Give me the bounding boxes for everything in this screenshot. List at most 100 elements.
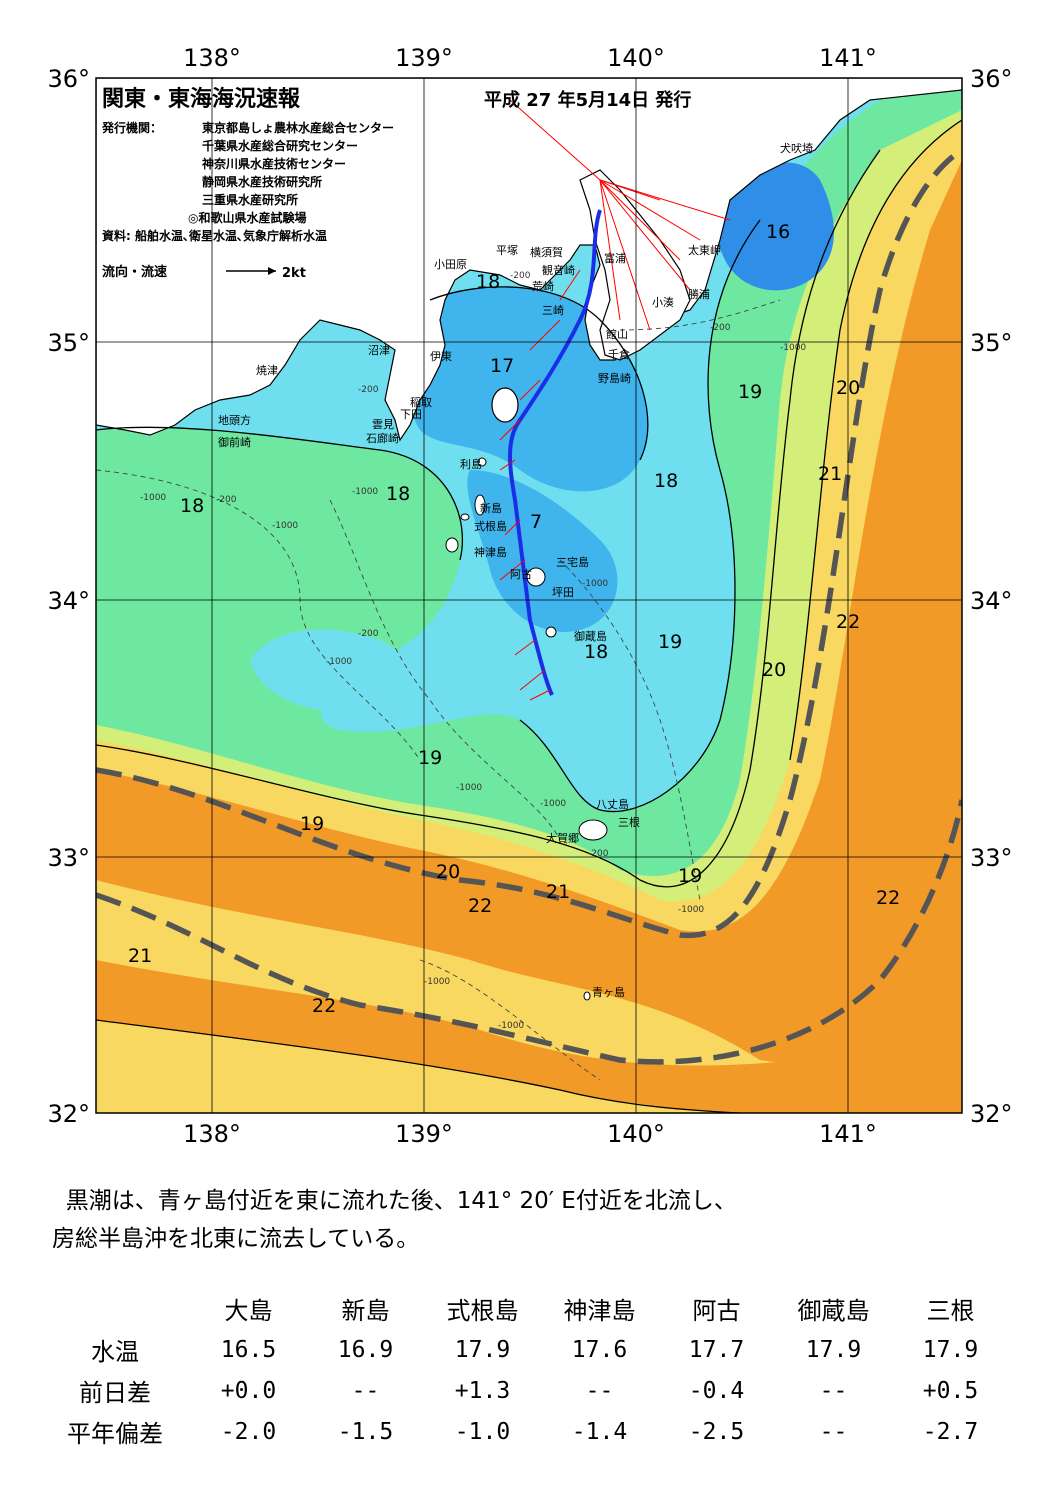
depth-label-1000: -1000: [326, 657, 352, 667]
table-cell: -1.0: [454, 1418, 511, 1445]
place-aogashima: 青ヶ島: [592, 985, 625, 999]
table-cell: -0.4: [688, 1377, 745, 1404]
data-source: 資料: 船舶水温､衛星水温､気象庁解析水温: [102, 228, 327, 243]
lat-label-35-right: 35°: [970, 329, 1013, 357]
isotherm-label-20: 20: [762, 659, 786, 681]
place-tomiura: 富浦: [604, 251, 626, 265]
table-cell: +0.5: [922, 1377, 979, 1404]
island-oshima: [491, 387, 519, 423]
table-cell: --: [351, 1377, 380, 1404]
row-label: 平年偏差: [67, 1420, 163, 1448]
isotherm-label-7: 7: [530, 511, 542, 533]
table-cell: 16.9: [337, 1336, 394, 1363]
lat-label-34-right: 34°: [970, 587, 1013, 615]
place-tateyama: 館山: [606, 327, 628, 341]
place-kozushima: 神津島: [474, 545, 507, 559]
current-legend-scale: 2kt: [282, 266, 306, 281]
isotherm-label-18: 18: [180, 495, 204, 517]
summary-line-1: 黒潮は、青ヶ島付近を東に流れた後、141° 20′ E付近を北流し、: [65, 1188, 737, 1214]
depth-label-200: -200: [710, 323, 731, 333]
table-header-row: 大島 新島 式根島 神津島 阿古 御蔵島 三根: [40, 1288, 1009, 1329]
isotherm-label-21: 21: [128, 945, 152, 967]
place-mitsune: 三根: [618, 815, 640, 829]
table-cell: 16.5: [220, 1336, 277, 1363]
table-row: 水温 16.5 16.9 17.9 17.6 17.7 17.9 17.9: [40, 1329, 1009, 1370]
isotherm-lines: [96, 119, 962, 1113]
depth-label-200: -200: [510, 271, 531, 281]
lon-label-141: 141°: [819, 44, 877, 72]
lon-label-138-bottom: 138°: [183, 1120, 241, 1148]
place-toshima: 利島: [460, 457, 482, 471]
depth-label-1000: -1000: [540, 799, 566, 809]
current-legend-arrowhead: [268, 267, 276, 275]
publisher-4: 静岡県水産技術研究所: [202, 174, 322, 189]
table-cell: 17.9: [805, 1336, 862, 1363]
depth-label-1000: -1000: [272, 521, 298, 531]
table-cell: -2.5: [688, 1418, 745, 1445]
isotherm-label-18: 18: [476, 271, 500, 293]
kuroshio-axis: [96, 147, 962, 1065]
lat-label-34: 34°: [47, 587, 90, 615]
isotherm-label-19: 19: [678, 865, 702, 887]
place-ito: 伊東: [430, 350, 452, 363]
place-odawara: 小田原: [434, 258, 467, 271]
place-hachijojima: 八丈島: [596, 797, 629, 811]
publisher-label: 発行機関：: [101, 120, 162, 135]
land-boso: [579, 169, 691, 361]
place-jitogata: 地頭方: [218, 413, 251, 427]
place-names: 犬吠埼 太東岬 勝浦 小湊 館山 千倉 野島崎 富浦 横須賀 観音崎 荒崎 三崎…: [218, 141, 813, 999]
isotherm-label-18: 18: [584, 641, 608, 663]
depth-label-200: -200: [358, 385, 379, 395]
depth-label-200: -200: [358, 629, 379, 639]
observation-table: 大島 新島 式根島 神津島 阿古 御蔵島 三根 水温 16.5 16.9 17.…: [40, 1288, 1009, 1452]
isotherm-label-22: 22: [312, 995, 336, 1017]
place-ako: 阿古: [510, 568, 532, 581]
place-katsuura: 勝浦: [688, 287, 710, 301]
kuroshio-summary: 黒潮は、青ヶ島付近を東に流れた後、141° 20′ E付近を北流し、 房総半島沖…: [52, 1182, 1012, 1258]
zone-17-south: [467, 470, 618, 632]
publisher-5: 三重県水産研究所: [202, 192, 298, 207]
isotherm-label-20: 20: [436, 861, 460, 883]
place-taitozaki: 太東岬: [688, 244, 721, 257]
place-yokosuka: 横須賀: [530, 245, 563, 259]
island-hachijojima: [578, 819, 608, 841]
column-header: 神津島: [563, 1297, 636, 1325]
lat-label-32-right: 32°: [970, 1100, 1013, 1128]
isotherm-label-19: 19: [658, 631, 682, 653]
lon-label-138: 138°: [183, 44, 241, 72]
longitude-labels-bottom: 138° 139° 140° 141°: [183, 1120, 877, 1148]
column-header: 式根島: [446, 1297, 519, 1325]
latitude-labels-right: 36° 35° 34° 33° 32°: [970, 65, 1013, 1128]
island-niijima: [474, 494, 486, 516]
longitude-labels-top: 138° 139° 140° 141°: [183, 44, 877, 72]
lon-label-139-bottom: 139°: [395, 1120, 453, 1148]
publisher-6: ◎和歌山県水産試験場: [188, 210, 306, 225]
place-misaki: 三崎: [542, 303, 564, 317]
lat-label-32: 32°: [47, 1100, 90, 1128]
zone-22-south: [96, 960, 962, 1113]
table-corner: [40, 1288, 190, 1329]
depth-label-200: -200: [588, 849, 609, 859]
depth-label-1000: -1000: [678, 905, 704, 915]
place-miyakejima: 三宅島: [556, 555, 589, 569]
island-kozushima: [445, 537, 459, 553]
place-tsubota: 坪田: [552, 586, 574, 599]
place-omaezaki: 御前崎: [218, 435, 251, 449]
table-cell: +0.0: [220, 1377, 277, 1404]
depth-labels: -200 -200 -200 -200 -1000 -1000 -1000 -2…: [140, 271, 806, 1031]
column-header: 大島: [224, 1297, 273, 1325]
place-inubozaki: 犬吠埼: [780, 141, 813, 155]
island-mikurajima: [545, 626, 557, 638]
island-miyakejima: [526, 567, 546, 587]
table-cell: 17.9: [454, 1336, 511, 1363]
map-frame: [95, 77, 963, 1114]
island-toshima: [477, 457, 487, 467]
ship-track: [508, 209, 602, 696]
isotherm-label-19: 19: [300, 813, 324, 835]
lat-label-33: 33°: [47, 844, 90, 872]
table-cell: 17.6: [571, 1336, 628, 1363]
isotherm-label-22: 22: [876, 887, 900, 909]
isotherm-label-21: 21: [546, 881, 570, 903]
depth-label-1000: -1000: [582, 579, 608, 589]
lon-label-140-bottom: 140°: [607, 1120, 665, 1148]
